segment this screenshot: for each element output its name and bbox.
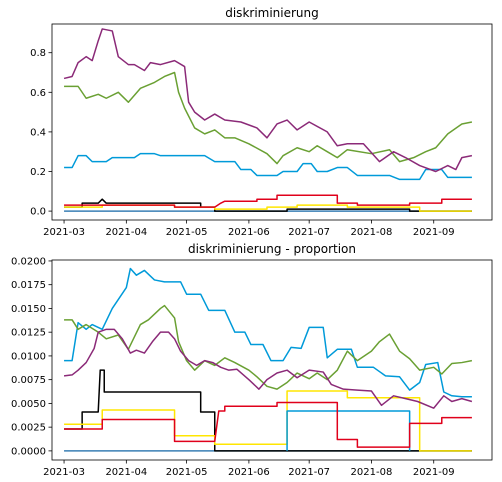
y-tick-label: 0.4 — [30, 127, 46, 138]
y-tick-label: 0.0025 — [11, 423, 46, 434]
x-tick-label: 2021-03 — [43, 467, 85, 478]
plot-frame — [51, 23, 493, 221]
plot-frame — [51, 259, 493, 461]
y-tick-label: 0.0100 — [11, 351, 46, 362]
x-tick-label: 2021-04 — [105, 227, 147, 238]
series-line — [63, 328, 473, 409]
x-tick-label: 2021-09 — [413, 227, 455, 238]
chart-title: diskriminierung - proportion — [188, 242, 356, 256]
x-tick-label: 2021-06 — [228, 227, 270, 238]
y-tick-label: 0.8 — [30, 48, 46, 59]
chart-panel-top: diskriminierung 0.00.20.40.60.8 2021-03 2… — [30, 6, 493, 238]
x-tick-label: 2021-08 — [351, 227, 393, 238]
plot-area — [52, 24, 492, 220]
y-tick-label: 0.6 — [30, 88, 46, 99]
x-tick-label: 2021-05 — [166, 227, 208, 238]
series-lines — [63, 28, 473, 212]
x-axis: 2021-03 2021-04 2021-05 2021-06 2021-07 2021-… — [43, 220, 455, 238]
y-axis: 0.0000 0.0025 0.0050 0.0075 0.0100 0.0125 0.01… — [11, 256, 52, 457]
x-tick-label: 2021-09 — [413, 467, 455, 478]
series-line — [64, 390, 472, 452]
x-tick-label: 2021-07 — [288, 467, 330, 478]
x-tick-label: 2021-04 — [105, 467, 147, 478]
series-line — [64, 152, 472, 181]
x-axis: 2021-03 2021-04 2021-05 2021-06 2021-07 2021-… — [43, 460, 455, 478]
x-tick-label: 2021-06 — [228, 467, 270, 478]
y-tick-label: 0.0075 — [11, 375, 46, 386]
y-tick-label: 0.0 — [30, 207, 46, 218]
series-line — [64, 369, 472, 452]
chart-title: diskriminierung — [225, 6, 319, 20]
y-tick-label: 0.2 — [30, 167, 46, 178]
series-line — [63, 28, 473, 173]
x-tick-label: 2021-05 — [166, 467, 208, 478]
y-tick-label: 0.0150 — [11, 304, 46, 315]
series-line — [64, 194, 472, 208]
x-tick-label: 2021-08 — [351, 467, 393, 478]
series-lines — [63, 267, 473, 452]
x-tick-label: 2021-03 — [43, 227, 85, 238]
chart-panel-bottom: diskriminierung - proportion 0.0000 0.002… — [11, 242, 493, 478]
y-tick-label: 0.0175 — [11, 280, 46, 291]
series-line — [64, 267, 472, 398]
y-axis: 0.0 0.2 0.4 0.6 0.8 — [30, 48, 52, 218]
y-tick-label: 0.0125 — [11, 328, 46, 339]
x-tick-label: 2021-07 — [288, 227, 330, 238]
y-tick-label: 0.0050 — [11, 399, 46, 410]
y-tick-label: 0.0200 — [11, 256, 46, 267]
y-tick-label: 0.0000 — [11, 446, 46, 457]
series-line — [64, 71, 473, 165]
series-line — [64, 401, 472, 448]
